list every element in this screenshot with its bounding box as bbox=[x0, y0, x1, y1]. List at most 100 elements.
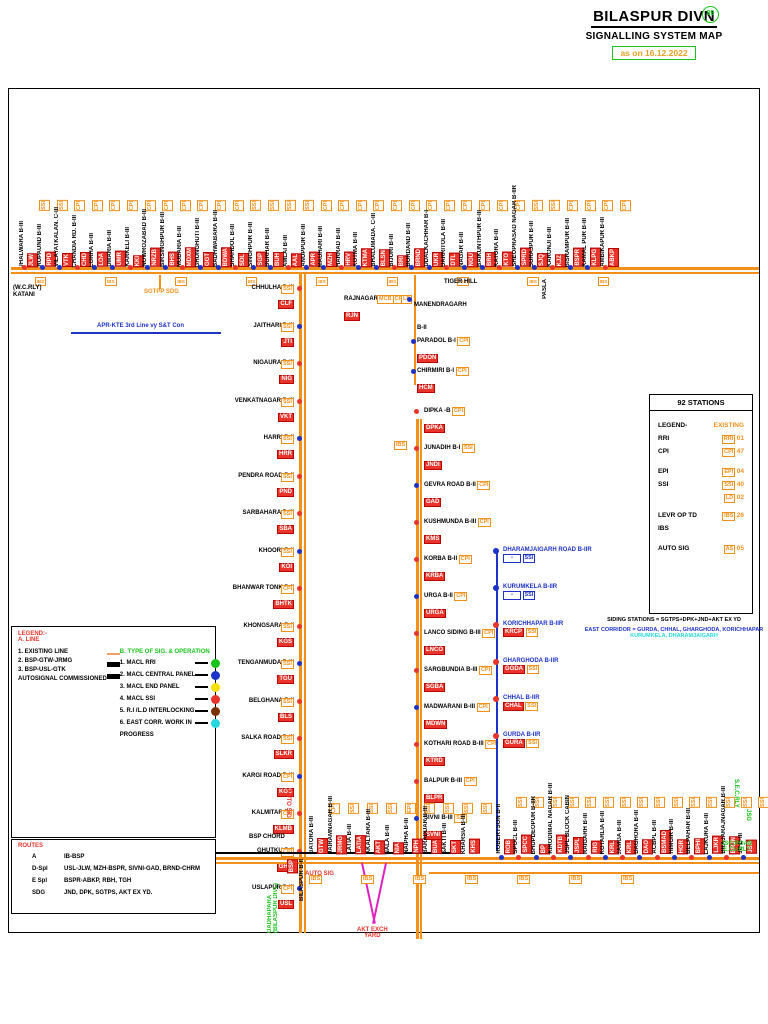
station-name: GHUTKU B-II bbox=[257, 847, 294, 854]
ibs-tag: IBS bbox=[394, 441, 408, 450]
signal-dot-red bbox=[414, 446, 419, 451]
station-name: JAITHARI B-III bbox=[253, 322, 294, 329]
signal-dot-blue bbox=[426, 265, 432, 270]
signal-dot-blue bbox=[145, 265, 151, 270]
signal-type-tag: SSI bbox=[281, 547, 294, 557]
signal-type-tag: CPI bbox=[457, 337, 471, 346]
legend-line-swatch bbox=[106, 653, 120, 655]
signal-type-tag: SSI bbox=[522, 554, 536, 563]
signal-type-tag: CPI bbox=[451, 407, 466, 416]
signal-dot-blue bbox=[297, 773, 302, 779]
station-name: KARKELI B-III bbox=[124, 227, 131, 267]
legend-type-row: 6. EAST CORR. WORK IN bbox=[120, 718, 221, 728]
station-name: SHAHDOL B-III bbox=[230, 224, 237, 267]
station-tag-row: GURA SSI bbox=[503, 739, 643, 748]
legend-section-a: A. LINE bbox=[18, 637, 40, 643]
station-name: SINGHPUR B-III bbox=[247, 222, 254, 267]
stations-existing-label: EXISTING bbox=[713, 422, 744, 429]
signal-dot-blue bbox=[514, 265, 520, 270]
ibs-tag: IBS bbox=[386, 277, 399, 286]
station-code: PDON bbox=[417, 354, 439, 363]
station-group-center: BHANWAR TONK B-II BHTK bbox=[189, 585, 294, 610]
routes-key: A bbox=[32, 854, 37, 860]
station-name: CHIRMIRI B-I bbox=[417, 368, 454, 374]
legend-type-label: 2. MACL CENTRAL PANEL bbox=[119, 672, 196, 678]
station-name: UDALKACHHAR B-I bbox=[423, 210, 430, 267]
station-name: SPOCL B-III bbox=[513, 820, 520, 854]
signal-dot-blue bbox=[567, 265, 573, 270]
signal-dot-red bbox=[180, 265, 186, 270]
signal-dot-blue bbox=[414, 705, 419, 710]
station-name: DHARAMJAIGARH ROAD B-IIR bbox=[503, 547, 592, 553]
station-name-row: PARADOL B-I CPI bbox=[417, 337, 527, 346]
stations-row-values: SSI 40 bbox=[722, 480, 744, 490]
stations-legend-row: SSI SSI 40 bbox=[658, 480, 744, 490]
station-code: GURA bbox=[503, 739, 525, 748]
legend-type-swatch bbox=[211, 706, 221, 716]
signal-dot-blue bbox=[637, 855, 643, 860]
station-code: KHS bbox=[469, 839, 480, 854]
signal-dot-blue bbox=[110, 265, 115, 270]
legend-line-swatch bbox=[106, 662, 120, 667]
signal-dot-red bbox=[297, 511, 302, 516]
station-name: ANUPPUR B-III bbox=[300, 224, 307, 267]
station-name: ACBPL B-III bbox=[651, 820, 658, 854]
station-name: BELGHANA B-II bbox=[248, 697, 294, 704]
station-code: - bbox=[503, 591, 521, 600]
akt-exch-line-2 bbox=[372, 862, 387, 924]
station-code: GGDA bbox=[503, 665, 525, 674]
signal-dot-blue bbox=[411, 339, 416, 344]
center-branch-line-2 bbox=[304, 273, 306, 933]
station-name: JAIRAMNAGAR B-III bbox=[328, 796, 334, 854]
signal-type-tag: SSI bbox=[454, 814, 468, 823]
station-code: GAD bbox=[424, 498, 442, 507]
tiger-hill-label: TIGER HILL bbox=[444, 279, 478, 285]
station-name: BAIKUNTHPUR B-III bbox=[476, 210, 483, 267]
station-name-row: JUNADIH B-I SSI bbox=[424, 444, 544, 453]
stations-legend-head: LEGEND- EXISTING bbox=[658, 421, 744, 431]
legend-type-dash bbox=[195, 698, 209, 700]
station-name: SURAJPUR B-III bbox=[529, 220, 536, 267]
signal-dot-red bbox=[414, 779, 419, 784]
station-group-center: VENKATNAGAR B-III VKT bbox=[189, 398, 294, 423]
station-name-row: BALPUR B-III CPI bbox=[424, 777, 544, 786]
station-name: JSPL BLOCK CABIN bbox=[565, 795, 572, 854]
routes-key: D-Spl bbox=[32, 866, 48, 872]
station-group-mcb: CHIRMIRI B-I CPI HCM bbox=[417, 367, 527, 394]
station-name-row: LANCO SIDING B-III CPI bbox=[424, 629, 544, 638]
station-code: BHTK bbox=[273, 600, 294, 609]
station-name: JUNADIH B-I bbox=[424, 445, 461, 451]
station-name: SIVNI B-III bbox=[424, 815, 453, 821]
station-group-center: KALMITAR B-II KLMB bbox=[189, 810, 294, 835]
station-code: NIG bbox=[279, 375, 294, 384]
legend-type-label: 4. MACL SSI bbox=[119, 696, 156, 702]
signal-type-tag: CPI bbox=[281, 810, 295, 819]
signal-dot-red bbox=[620, 855, 626, 860]
legend-type-label: 6. EAST CORR. WORK IN bbox=[119, 720, 192, 726]
ibs-tag: IBS bbox=[316, 277, 328, 286]
legend-type-label: 3. MACL END PANEL bbox=[119, 684, 180, 690]
signal-dot-blue bbox=[414, 594, 419, 599]
station-name: KHONGSARA B-II bbox=[243, 622, 294, 629]
routes-row: E Spl BSPR-ABKP, RBH, TGH bbox=[18, 876, 209, 886]
station-name: LORHA B-III bbox=[89, 232, 96, 267]
map-sheet: SSI JLW JHALWARA B-III SSI RPD RUPAUND B-III I… bbox=[8, 88, 768, 939]
station-code: KGS bbox=[276, 787, 294, 797]
legend-type-swatch bbox=[211, 694, 221, 704]
signal-dot-blue bbox=[297, 661, 302, 666]
signal-dot-blue bbox=[409, 265, 415, 270]
korba-branch-line-2 bbox=[420, 419, 422, 939]
station-name: KHOORI B-II bbox=[258, 547, 294, 554]
routes-value: JND, DPK, SGTPS, AKT EX YD. bbox=[64, 890, 153, 896]
signal-dot-red bbox=[654, 855, 660, 860]
ibs-tag: IBS bbox=[597, 277, 610, 286]
signal-dot-blue bbox=[297, 886, 302, 891]
legend-panel: LEGEND:- A. LINE 1. EXISTING LINE 2. BSP-… bbox=[11, 626, 221, 838]
stations-row-count: 26 bbox=[736, 512, 744, 519]
signal-dot-red bbox=[723, 855, 729, 860]
legend-type-row: 2. MACL CENTRAL PANEL bbox=[120, 670, 221, 680]
signal-dot-red bbox=[414, 668, 419, 673]
station-name-row: GEVRA ROAD B-II CPI bbox=[424, 481, 544, 490]
station-group-mcb: PARADOL B-I CPI PDON bbox=[417, 337, 527, 364]
signal-dot-blue bbox=[39, 265, 45, 270]
